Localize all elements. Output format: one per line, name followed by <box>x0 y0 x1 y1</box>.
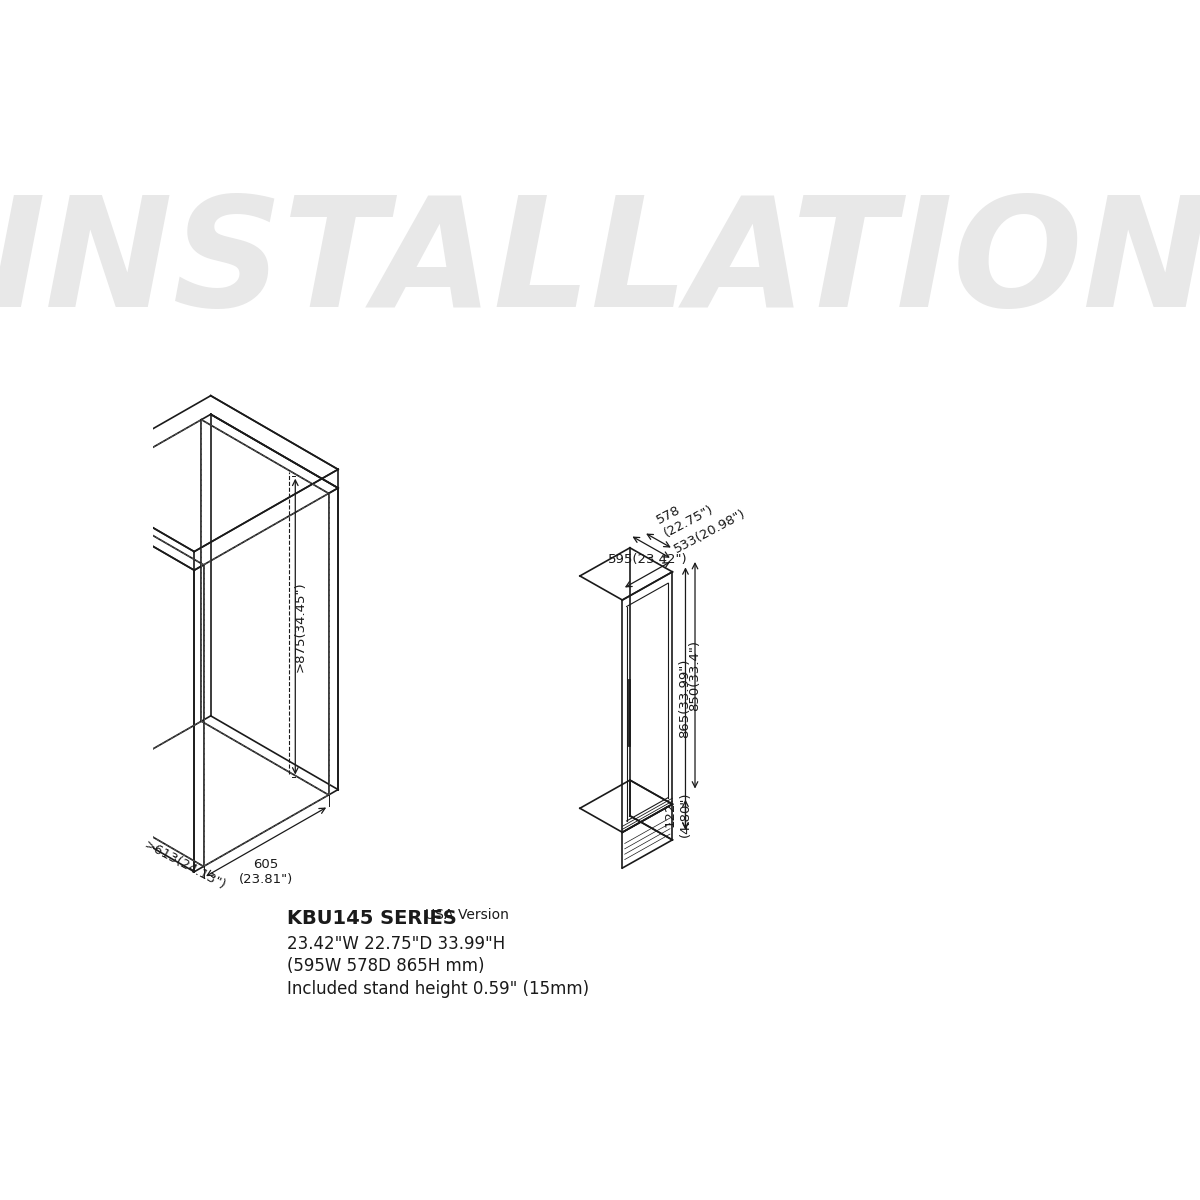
Text: KBU145 SERIES: KBU145 SERIES <box>287 908 457 928</box>
Text: (595W 578D 865H mm): (595W 578D 865H mm) <box>287 958 485 976</box>
Text: USA Version: USA Version <box>425 908 509 923</box>
Text: 605
(23.81"): 605 (23.81") <box>239 858 293 887</box>
Text: 533(20.98"): 533(20.98") <box>672 506 748 556</box>
Text: 850(33.4"): 850(33.4") <box>688 640 701 710</box>
Text: 23.42"W 22.75"D 33.99"H: 23.42"W 22.75"D 33.99"H <box>287 935 505 953</box>
Text: 578
(22.75"): 578 (22.75") <box>654 490 715 540</box>
Text: 122
(4.80"): 122 (4.80") <box>664 792 691 838</box>
Text: 865(33.99"): 865(33.99") <box>678 659 691 738</box>
Text: >613(24.13"): >613(24.13") <box>142 839 228 893</box>
Text: >875(34.45"): >875(34.45") <box>294 581 306 672</box>
Text: Included stand height 0.59" (15mm): Included stand height 0.59" (15mm) <box>287 979 589 997</box>
Text: INSTALLATION: INSTALLATION <box>0 191 1200 340</box>
Text: 595(23.42"): 595(23.42") <box>607 553 688 566</box>
